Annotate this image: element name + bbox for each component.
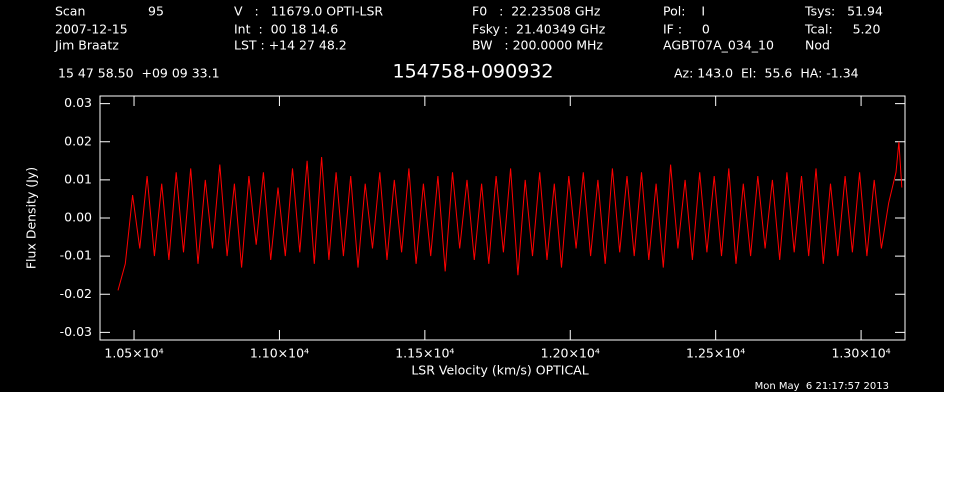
x-tick-label: 1.25×10⁴	[686, 346, 745, 361]
y-axis-label: Flux Density (Jy)	[24, 167, 39, 269]
header-field: V : 11679.0 OPTI-LSR	[234, 4, 383, 19]
x-axis-label: LSR Velocity (km/s) OPTICAL	[411, 363, 588, 378]
x-tick-label: 1.15×10⁴	[395, 346, 454, 361]
header-field: Int : 00 18 14.6	[234, 22, 338, 37]
header-field: AGBT07A_034_10	[663, 38, 774, 53]
x-tick-label: 1.20×10⁴	[541, 346, 600, 361]
header-field: LST : +14 27 48.2	[234, 38, 347, 53]
y-tick-label: -0.03	[60, 324, 92, 339]
header-field: 95	[148, 4, 164, 19]
header-field: Scan	[55, 4, 85, 19]
header-field: Pol: I	[663, 4, 705, 19]
header-field: IF : 0	[663, 22, 710, 37]
header-field: Jim Braatz	[54, 38, 119, 53]
plot-background	[0, 0, 944, 392]
y-tick-label: 0.03	[64, 95, 92, 110]
header-field: Az: 143.0 El: 55.6 HA: -1.34	[674, 66, 859, 81]
y-tick-label: 0.00	[64, 210, 92, 225]
spectrum-line	[117, 141, 903, 291]
y-tick-label: -0.01	[60, 248, 92, 263]
chart-title: 154758+090932	[393, 61, 554, 83]
x-tick-label: 1.10×10⁴	[250, 346, 309, 361]
timestamp: Mon May 6 21:17:57 2013	[755, 381, 889, 392]
header-field: F0 : 22.23508 GHz	[472, 4, 601, 19]
y-tick-label: 0.02	[64, 133, 92, 148]
header-field: 15 47 58.50 +09 09 33.1	[58, 66, 220, 81]
x-tick-label: 1.30×10⁴	[831, 346, 890, 361]
header-field: BW : 200.0000 MHz	[472, 38, 603, 53]
y-tick-label: 0.01	[64, 171, 92, 186]
header-field: 2007-12-15	[55, 22, 128, 37]
header-field: Tsys: 51.94	[804, 4, 883, 19]
x-tick-label: 1.05×10⁴	[104, 346, 163, 361]
header-field: Fsky : 21.40349 GHz	[472, 22, 606, 37]
y-tick-label: -0.02	[60, 286, 92, 301]
header-field: Nod	[805, 38, 830, 53]
header-field: Tcal: 5.20	[804, 22, 880, 37]
